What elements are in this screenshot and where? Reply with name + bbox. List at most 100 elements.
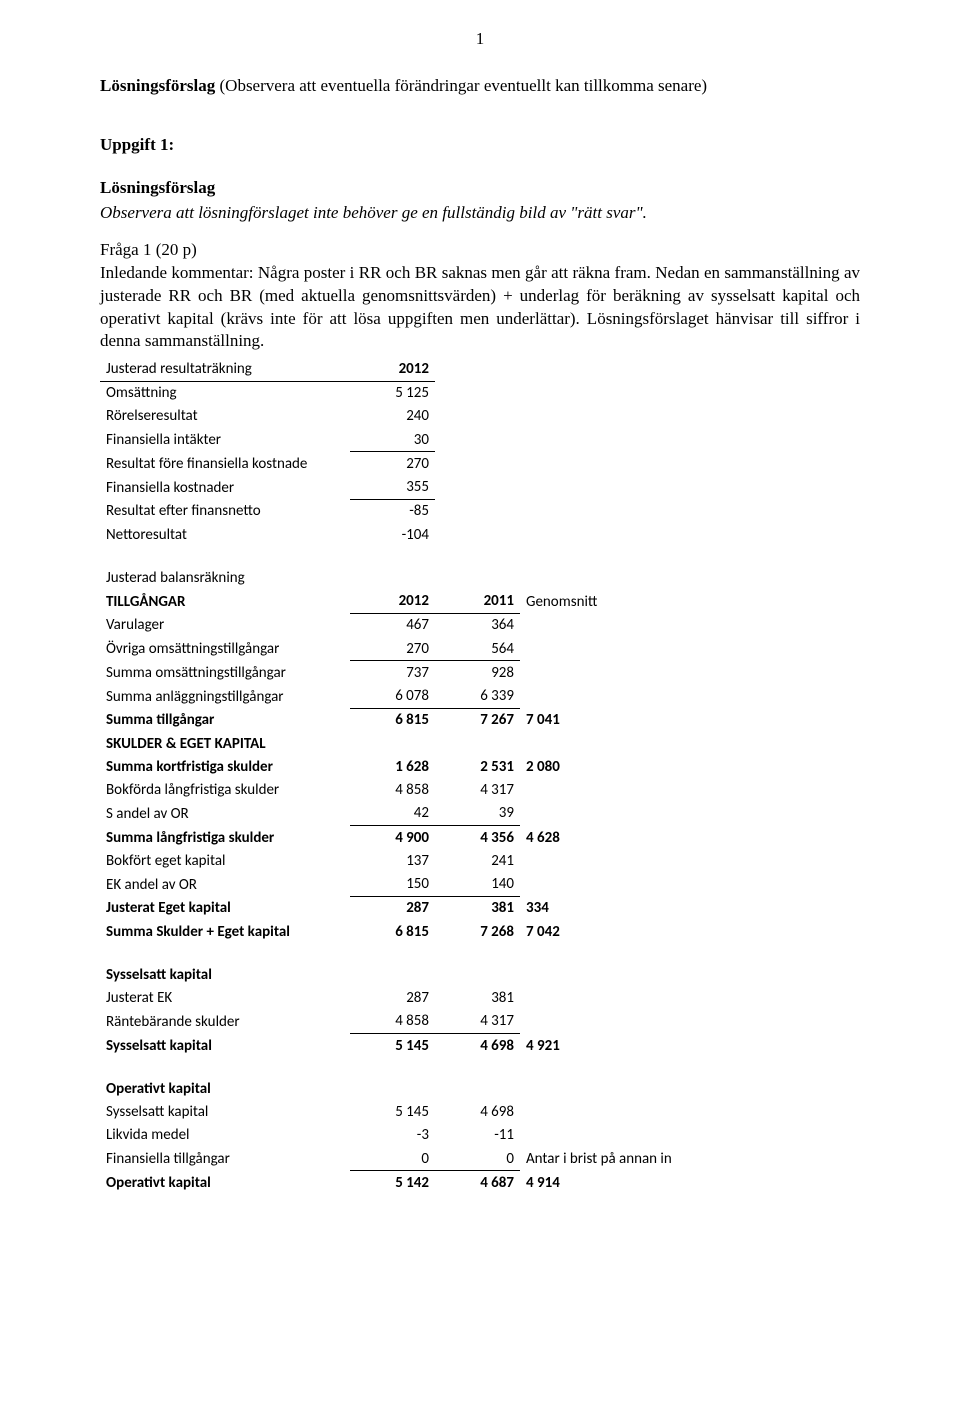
liab-row-avg: 4 628: [520, 826, 720, 850]
sysselsatt-row-label: Sysselsatt kapital: [100, 1034, 350, 1058]
operativt-row-v1: 5 145: [350, 1101, 435, 1124]
table-row: Bokförda långfristiga skulder4 8584 317: [100, 779, 720, 802]
table-row: Sysselsatt kapital5 1454 698: [100, 1101, 720, 1124]
liab-row-label: S andel av OR: [100, 802, 350, 826]
asset-row-avg: [520, 613, 720, 637]
income-row-value: 30: [350, 428, 435, 452]
table-row: Summa långfristiga skulder4 9004 3564 62…: [100, 826, 720, 850]
income-row-value: 240: [350, 405, 435, 428]
liab-row-avg: 2 080: [520, 755, 720, 778]
table-row: [100, 546, 720, 566]
table-row: Justerad balansräkning: [100, 566, 720, 589]
income-row-value: -85: [350, 499, 435, 523]
liab-row-v2: 140: [435, 873, 520, 897]
bs-year-2: 2011: [435, 590, 520, 614]
asset-row-label: Övriga omsättningstillgångar: [100, 637, 350, 661]
operativt-title: Operativt kapital: [100, 1077, 350, 1100]
asset-row-label: Summa omsättningstillgångar: [100, 661, 350, 685]
liab-row-v1: 150: [350, 873, 435, 897]
liab-row-v2: 2 531: [435, 755, 520, 778]
balance-title: Justerad balansräkning: [100, 566, 350, 589]
liab-row-avg: [520, 849, 720, 872]
income-title: Justerad resultaträkning: [100, 357, 350, 381]
table-row: Nettoresultat-104: [100, 523, 720, 546]
liab-row-v2: 7 268: [435, 920, 520, 943]
liab-row-v2: 4 356: [435, 826, 520, 850]
operativt-row-v1: 0: [350, 1147, 435, 1171]
sysselsatt-row-v1: 4 858: [350, 1010, 435, 1034]
liab-row-avg: [520, 779, 720, 802]
table-row: Finansiella tillgångar00Antar i brist på…: [100, 1147, 720, 1171]
table-row: Summa kortfristiga skulder1 6282 5312 08…: [100, 755, 720, 778]
table-row: Räntebärande skulder4 8584 317: [100, 1010, 720, 1034]
income-row-value: 270: [350, 452, 435, 476]
income-row-label: Resultat efter finansnetto: [100, 499, 350, 523]
table-row: SKULDER & EGET KAPITAL: [100, 732, 720, 755]
liab-row-v1: 287: [350, 896, 435, 920]
table-row: Sysselsatt kapital5 1454 6984 921: [100, 1034, 720, 1058]
sysselsatt-row-v1: 287: [350, 987, 435, 1010]
liab-title: SKULDER & EGET KAPITAL: [100, 732, 350, 755]
table-row: Summa omsättningstillgångar737928: [100, 661, 720, 685]
liab-row-label: EK andel av OR: [100, 873, 350, 897]
page-number: 1: [100, 28, 860, 51]
operativt-row-extra: 4 914: [520, 1171, 720, 1195]
table-row: Operativt kapital: [100, 1077, 720, 1100]
title-bold: Lösningsförslag: [100, 76, 215, 95]
table-row: Summa tillgångar6 8157 2677 041: [100, 708, 720, 732]
asset-row-v2: 7 267: [435, 708, 520, 732]
table-row: Bokfört eget kapital137241: [100, 849, 720, 872]
asset-row-avg: [520, 661, 720, 685]
operativt-row-v2: -11: [435, 1124, 520, 1147]
table-row: Likvida medel-3-11: [100, 1124, 720, 1147]
table-row: Justerat EK287381: [100, 987, 720, 1010]
sysselsatt-row-avg: [520, 987, 720, 1010]
document-page: 1 Lösningsförslag (Observera att eventue…: [0, 0, 960, 1416]
table-row: Summa anläggningstillgångar6 0786 339: [100, 685, 720, 709]
sysselsatt-row-v2: 4 317: [435, 1010, 520, 1034]
table-row: Rörelseresultat240: [100, 405, 720, 428]
liab-row-v2: 241: [435, 849, 520, 872]
table-row: Resultat före finansiella kostnade270: [100, 452, 720, 476]
asset-row-v2: 6 339: [435, 685, 520, 709]
title-rest: (Observera att eventuella förändringar e…: [215, 76, 707, 95]
income-row-label: Omsättning: [100, 381, 350, 405]
assets-title: TILLGÅNGAR: [100, 590, 350, 614]
table-row: [100, 943, 720, 963]
liab-row-v1: 4 900: [350, 826, 435, 850]
liab-row-v1: 137: [350, 849, 435, 872]
operativt-row-v2: 4 698: [435, 1101, 520, 1124]
table-row: TILLGÅNGAR20122011Genomsnitt: [100, 590, 720, 614]
table-row: Övriga omsättningstillgångar270564: [100, 637, 720, 661]
liab-row-v2: 39: [435, 802, 520, 826]
operativt-row-label: Finansiella tillgångar: [100, 1147, 350, 1171]
asset-row-avg: [520, 637, 720, 661]
genomsnitt-label: Genomsnitt: [520, 590, 720, 614]
income-row-label: Rörelseresultat: [100, 405, 350, 428]
operativt-row-v2: 4 687: [435, 1171, 520, 1195]
income-row-value: 5 125: [350, 381, 435, 405]
table-row: Finansiella kostnader355: [100, 476, 720, 500]
asset-row-avg: [520, 685, 720, 709]
table-row: Omsättning5 125: [100, 381, 720, 405]
sysselsatt-row-avg: 4 921: [520, 1034, 720, 1058]
body-paragraph: Fråga 1 (20 p)Inledande kommentar: Några…: [100, 239, 860, 354]
italic-note: Observera att lösningförslaget inte behö…: [100, 202, 860, 225]
operativt-row-v1: -3: [350, 1124, 435, 1147]
asset-row-v1: 6 815: [350, 708, 435, 732]
liab-row-v2: 4 317: [435, 779, 520, 802]
income-row-label: Resultat före finansiella kostnade: [100, 452, 350, 476]
asset-row-v2: 364: [435, 613, 520, 637]
income-row-value: -104: [350, 523, 435, 546]
sysselsatt-row-label: Räntebärande skulder: [100, 1010, 350, 1034]
operativt-row-label: Operativt kapital: [100, 1171, 350, 1195]
table-row: S andel av OR4239: [100, 802, 720, 826]
liab-row-label: Justerat Eget kapital: [100, 896, 350, 920]
table-row: Justerat Eget kapital287381334: [100, 896, 720, 920]
asset-row-v1: 6 078: [350, 685, 435, 709]
asset-row-v1: 737: [350, 661, 435, 685]
asset-row-v2: 564: [435, 637, 520, 661]
sysselsatt-row-avg: [520, 1010, 720, 1034]
sysselsatt-row-label: Justerat EK: [100, 987, 350, 1010]
income-year: 2012: [350, 357, 435, 381]
